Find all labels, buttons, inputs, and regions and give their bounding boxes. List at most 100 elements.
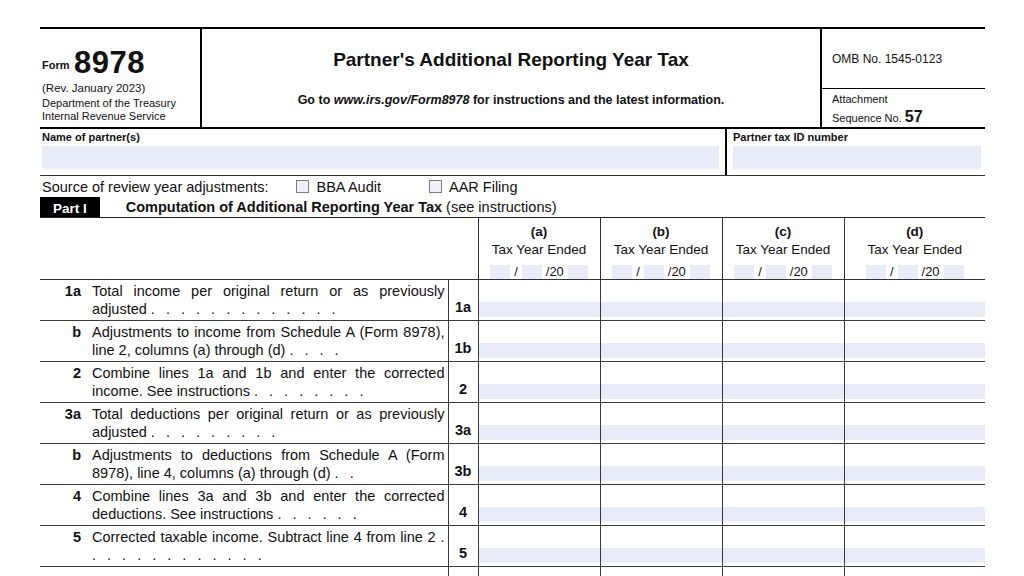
date-separator: / xyxy=(514,264,518,279)
column-letter: (c) xyxy=(723,223,844,241)
amount-input[interactable] xyxy=(601,466,722,481)
tax-year-month-input[interactable] xyxy=(612,265,632,279)
column-header-row: (a) Tax Year Ended //20 (b) Tax Year End… xyxy=(40,218,985,280)
amount-cell-c xyxy=(722,444,844,485)
goto-prefix: Go to xyxy=(298,93,334,107)
line-reference: 5 xyxy=(448,526,478,567)
tax-year-month-input[interactable] xyxy=(490,265,510,279)
amount-input[interactable] xyxy=(479,425,600,440)
amount-input[interactable] xyxy=(723,302,844,317)
table-row-1b: b Adjustments to income from Schedule A … xyxy=(40,321,985,362)
row-number: 5 xyxy=(40,528,92,565)
amount-input[interactable] xyxy=(479,507,600,522)
amount-input[interactable] xyxy=(723,548,844,563)
partner-tin-label: Partner tax ID number xyxy=(733,131,981,143)
goto-suffix: for instructions and the latest informat… xyxy=(469,93,724,107)
dot-leaders: . . . . . . xyxy=(277,506,356,522)
tax-year-month-input[interactable] xyxy=(734,265,754,279)
amount-input[interactable] xyxy=(723,343,844,358)
instructions-url: www.irs.gov/Form8978 xyxy=(334,93,470,107)
amount-input[interactable] xyxy=(479,466,600,481)
amount-input[interactable] xyxy=(845,384,986,399)
table-row-4: 4 Combine lines 3a and 3b and enter the … xyxy=(40,485,985,526)
amount-input[interactable] xyxy=(601,302,722,317)
row-description xyxy=(40,567,448,576)
part1-title-text: Computation of Additional Reporting Year… xyxy=(126,199,442,215)
amount-cell-b xyxy=(600,321,722,362)
row-number: b xyxy=(40,323,92,360)
amount-input[interactable] xyxy=(479,384,600,399)
amount-cell-d xyxy=(844,321,985,362)
bba-audit-checkbox[interactable] xyxy=(296,180,309,193)
amount-input[interactable] xyxy=(845,548,986,563)
amount-input[interactable] xyxy=(601,548,722,563)
line-reference: 3a xyxy=(448,403,478,444)
column-letter: (b) xyxy=(601,223,722,241)
tax-year-day-input[interactable] xyxy=(898,265,918,279)
form-8978-page: Form 8978 (Rev. January 2023) Department… xyxy=(0,0,1024,576)
partner-tin-input[interactable] xyxy=(733,146,981,169)
column-letter: (a) xyxy=(479,223,600,241)
amount-input[interactable] xyxy=(845,425,986,440)
header-desc-spacer xyxy=(40,218,448,280)
part1-header: Part I Computation of Additional Reporti… xyxy=(40,197,985,218)
amount-input[interactable] xyxy=(601,507,722,522)
tax-year-year-input[interactable] xyxy=(944,265,964,279)
tax-year-day-input[interactable] xyxy=(644,265,664,279)
tax-year-date-fields: //20 xyxy=(479,264,600,279)
amount-input[interactable] xyxy=(479,302,600,317)
amount-cell-a xyxy=(478,403,600,444)
row-description: b Adjustments to income from Schedule A … xyxy=(40,321,448,362)
tax-year-year-input[interactable] xyxy=(812,265,832,279)
column-header-d: (d) Tax Year Ended //20 xyxy=(844,218,985,280)
tax-year-year-input[interactable] xyxy=(690,265,710,279)
form-id-block: Form 8978 (Rev. January 2023) Department… xyxy=(40,29,200,127)
amount-input[interactable] xyxy=(845,343,986,358)
tax-year-year-input[interactable] xyxy=(568,265,588,279)
amount-input[interactable] xyxy=(845,466,986,481)
revision-date: (Rev. January 2023) xyxy=(42,82,196,94)
aar-filing-option[interactable]: AAR Filing xyxy=(429,179,518,195)
computation-table: (a) Tax Year Ended //20 (b) Tax Year End… xyxy=(40,218,985,576)
tax-year-day-input[interactable] xyxy=(522,265,542,279)
amount-input[interactable] xyxy=(723,384,844,399)
amount-input[interactable] xyxy=(845,507,986,522)
amount-input[interactable] xyxy=(479,343,600,358)
dot-leaders: . . . . . . . . . . . . . xyxy=(151,301,336,317)
date-separator-year: /20 xyxy=(922,264,940,279)
line-reference: 1b xyxy=(448,321,478,362)
form-body: Form 8978 (Rev. January 2023) Department… xyxy=(40,27,985,576)
partner-name-label: Name of partner(s) xyxy=(42,131,719,143)
tax-year-day-input[interactable] xyxy=(766,265,786,279)
date-separator: / xyxy=(890,264,894,279)
line-reference: 1a xyxy=(448,280,478,321)
dot-leaders: . . xyxy=(335,465,354,481)
tax-year-month-input[interactable] xyxy=(866,265,886,279)
amount-input[interactable] xyxy=(723,425,844,440)
line-reference xyxy=(448,567,478,576)
amount-cell-c xyxy=(722,403,844,444)
column-sublabel: Tax Year Ended xyxy=(723,241,844,259)
bba-audit-option[interactable]: BBA Audit xyxy=(296,179,381,195)
source-label: Source of review year adjustments: xyxy=(40,179,268,195)
table-row-2: 2 Combine lines 1a and 1b and enter the … xyxy=(40,362,985,403)
amount-input[interactable] xyxy=(479,548,600,563)
amount-cell-a xyxy=(478,526,600,567)
row-number: 2 xyxy=(40,364,92,401)
row-number: 4 xyxy=(40,487,92,524)
amount-input[interactable] xyxy=(601,425,722,440)
amount-cell-b xyxy=(600,444,722,485)
amount-cell-d xyxy=(844,403,985,444)
amount-input[interactable] xyxy=(601,343,722,358)
amount-input[interactable] xyxy=(723,507,844,522)
date-separator-year: /20 xyxy=(668,264,686,279)
partner-name-input[interactable] xyxy=(42,146,719,169)
amount-input[interactable] xyxy=(845,302,986,317)
amount-input[interactable] xyxy=(601,384,722,399)
aar-filing-checkbox[interactable] xyxy=(429,180,442,193)
dot-leaders: . . . . xyxy=(289,342,338,358)
form-word: Form xyxy=(42,59,70,71)
tax-year-date-fields: //20 xyxy=(601,264,722,279)
amount-input[interactable] xyxy=(723,466,844,481)
amount-cell-c xyxy=(722,485,844,526)
